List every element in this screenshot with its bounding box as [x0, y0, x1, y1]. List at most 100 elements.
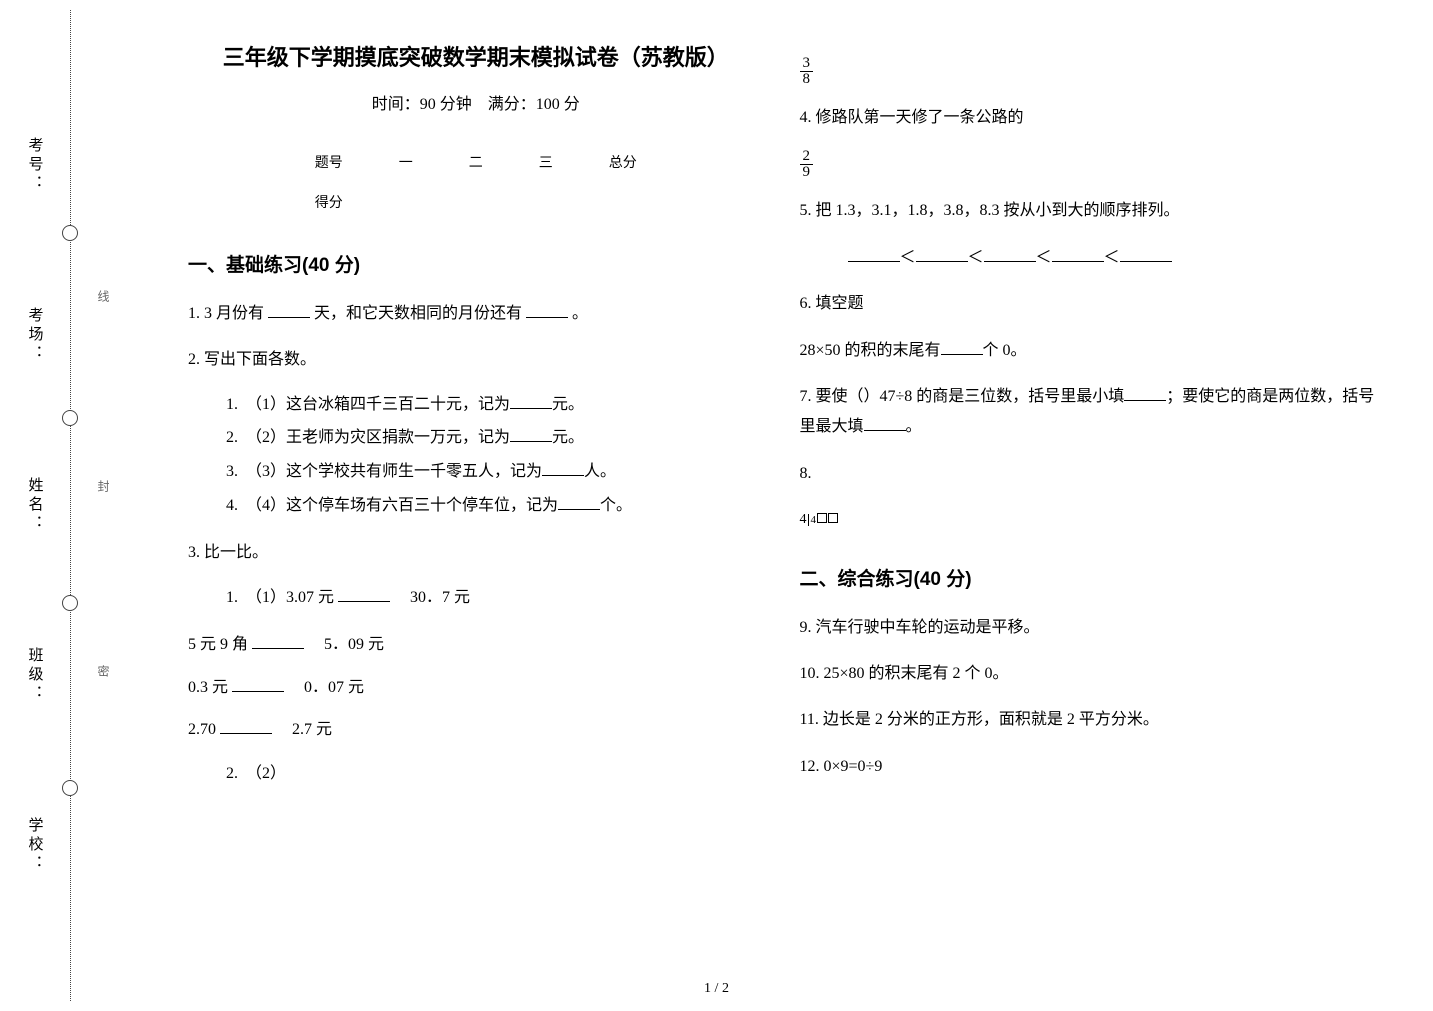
- sidebar-label-name: 姓名：: [25, 477, 46, 534]
- q3-l3-b: 0．07 元: [284, 679, 364, 696]
- fill-blank[interactable]: [984, 246, 1036, 262]
- fill-blank[interactable]: [848, 246, 900, 262]
- question-4: 4. 修路队第一天修了一条公路的: [800, 103, 1376, 133]
- binding-text-line: 线: [95, 290, 112, 308]
- q1-text-a: 1. 3 月份有: [188, 305, 264, 322]
- score-header: 题号: [287, 142, 371, 182]
- fill-blank[interactable]: [252, 633, 304, 649]
- fill-blank[interactable]: [510, 393, 552, 409]
- score-table: 题号 一 二 三 总分 得分: [287, 142, 665, 222]
- q3-l2-a: 5 元 9 角: [188, 636, 252, 653]
- question-5: 5. 把 1.3，3.1，1.8，3.8，8.3 按从小到大的顺序排列。: [800, 196, 1376, 226]
- q2-2-b: 元。: [552, 429, 584, 446]
- q7c-text: 。: [906, 418, 922, 435]
- question-2-4: 4. （4）这个停车场有六百三十个停车位，记为个。: [226, 489, 764, 523]
- q2-4-a: 4. （4）这个停车场有六百三十个停车位，记为: [226, 497, 558, 514]
- fill-blank[interactable]: [220, 718, 272, 734]
- fraction-den: 8: [800, 72, 814, 87]
- fraction-den: 9: [800, 165, 814, 180]
- score-header: 一: [371, 142, 441, 182]
- binding-text-secret: 密: [95, 665, 112, 683]
- fill-blank[interactable]: [510, 426, 552, 442]
- score-cell: [441, 182, 511, 222]
- sidebar-label-school: 学校：: [25, 817, 46, 874]
- section-2-head: 二、综合练习(40 分): [800, 564, 1376, 591]
- column-left: 三年级下学期摸底突破数学期末模拟试卷（苏教版） 时间：90 分钟 满分：100 …: [170, 40, 782, 991]
- page-subtitle: 时间：90 分钟 满分：100 分: [188, 90, 764, 114]
- fill-blank[interactable]: [916, 246, 968, 262]
- table-row: 得分: [287, 182, 665, 222]
- q3-l4-a: 2.70: [188, 721, 220, 738]
- page-number: 1 / 2: [704, 981, 729, 997]
- q2-2-a: 2. （2）王老师为灾区捐款一万元，记为: [226, 429, 510, 446]
- q2-1-a: 1. （1）这台冰箱四千三百二十元，记为: [226, 396, 510, 413]
- fill-blank[interactable]: [232, 676, 284, 692]
- fill-blank[interactable]: [941, 339, 983, 355]
- question-2-3: 3. （3）这个学校共有师生一千零五人，记为 人。: [226, 455, 764, 489]
- lt-symbol: ＜: [900, 249, 916, 266]
- q2-3-a: 3. （3）这个学校共有师生一千零五人，记为: [226, 463, 542, 480]
- question-9: 9. 汽车行驶中车轮的运动是平移。: [800, 613, 1376, 643]
- question-3-line4: 2.70 2.7 元: [188, 715, 764, 745]
- question-5-blanks: ＜＜＜＜: [848, 243, 1376, 273]
- question-2: 2. 写出下面各数。: [188, 345, 764, 375]
- question-1: 1. 3 月份有 天，和它天数相同的月份还有 。: [188, 299, 764, 329]
- fraction-3-8: 3 8: [800, 56, 1376, 87]
- q1-text-c: 。: [572, 305, 588, 322]
- q7a-text: 7. 要使（）47÷8 的商是三位数，括号里最小填: [800, 388, 1125, 405]
- section-1-head: 一、基础练习(40 分): [188, 250, 764, 277]
- table-row: 题号 一 二 三 总分: [287, 142, 665, 182]
- mixed-number: 44: [800, 507, 839, 534]
- binding-text-seal: 封: [95, 480, 112, 498]
- question-10: 10. 25×80 的积末尾有 2 个 0。: [800, 659, 1376, 689]
- fill-blank[interactable]: [542, 460, 584, 476]
- score-header: 二: [441, 142, 511, 182]
- binding-circle: [62, 595, 78, 611]
- lt-symbol: ＜: [1036, 249, 1052, 266]
- q3-l2-b: 5．09 元: [304, 636, 384, 653]
- fill-blank[interactable]: [268, 302, 310, 318]
- binding-sidebar: 考号： 考场： 姓名： 班级： 学校： 线 封 密: [0, 0, 140, 1011]
- fill-blank[interactable]: [864, 415, 906, 431]
- fill-blank[interactable]: [1124, 385, 1166, 401]
- binding-circle: [62, 225, 78, 241]
- question-6: 6. 填空题: [800, 289, 1376, 319]
- question-3-line3: 0.3 元 0．07 元: [188, 673, 764, 703]
- question-2-1: 1. （1）这台冰箱四千三百二十元，记为 元。: [226, 388, 764, 422]
- score-header: 三: [511, 142, 581, 182]
- score-cell: [371, 182, 441, 222]
- mixed-whole: 4: [800, 512, 807, 527]
- fraction-2-9: 2 9: [800, 149, 1376, 180]
- q2-3-b: 人。: [584, 463, 616, 480]
- fill-blank[interactable]: [558, 494, 600, 510]
- sidebar-label-class: 班级：: [25, 647, 46, 704]
- binding-circle: [62, 410, 78, 426]
- fraction-icon: 2 9: [800, 149, 814, 180]
- fill-blank[interactable]: [338, 586, 390, 602]
- question-3-1: 1. （1）3.07 元 30．7 元: [226, 581, 764, 615]
- score-header: 总分: [581, 142, 665, 182]
- question-7: 7. 要使（）47÷8 的商是三位数，括号里最小填；要使它的商是两位数，括号里最…: [800, 382, 1376, 443]
- fraction-icon: 3 8: [800, 56, 814, 87]
- q3-l4-b: 2.7 元: [272, 721, 332, 738]
- question-6b: 28×50 的积的末尾有个 0。: [800, 336, 1376, 366]
- q1-text-b: 天，和它天数相同的月份还有: [314, 305, 522, 322]
- question-3-line2: 5 元 9 角 5．09 元: [188, 630, 764, 660]
- score-row-label: 得分: [287, 182, 371, 222]
- content-area: 三年级下学期摸底突破数学期末模拟试卷（苏教版） 时间：90 分钟 满分：100 …: [140, 0, 1433, 1011]
- q6b-text: 28×50 的积的末尾有: [800, 342, 941, 359]
- sidebar-label-examno: 考号：: [25, 137, 46, 194]
- score-cell: [581, 182, 665, 222]
- box-icon: [828, 513, 838, 523]
- question-3-2: 2. （2）: [226, 757, 764, 791]
- column-right: 3 8 4. 修路队第一天修了一条公路的 2 9 5. 把 1.3，3.1，1.…: [782, 40, 1394, 991]
- fill-blank[interactable]: [1120, 246, 1172, 262]
- fill-blank[interactable]: [526, 302, 568, 318]
- binding-circle: [62, 780, 78, 796]
- lt-symbol: ＜: [968, 249, 984, 266]
- fill-blank[interactable]: [1052, 246, 1104, 262]
- question-11: 11. 边长是 2 分米的正方形，面积就是 2 平方分米。: [800, 705, 1376, 735]
- binding-dotted-line: [70, 10, 72, 1001]
- q2-1-b: 元。: [552, 396, 584, 413]
- page-title: 三年级下学期摸底突破数学期末模拟试卷（苏教版）: [188, 40, 764, 72]
